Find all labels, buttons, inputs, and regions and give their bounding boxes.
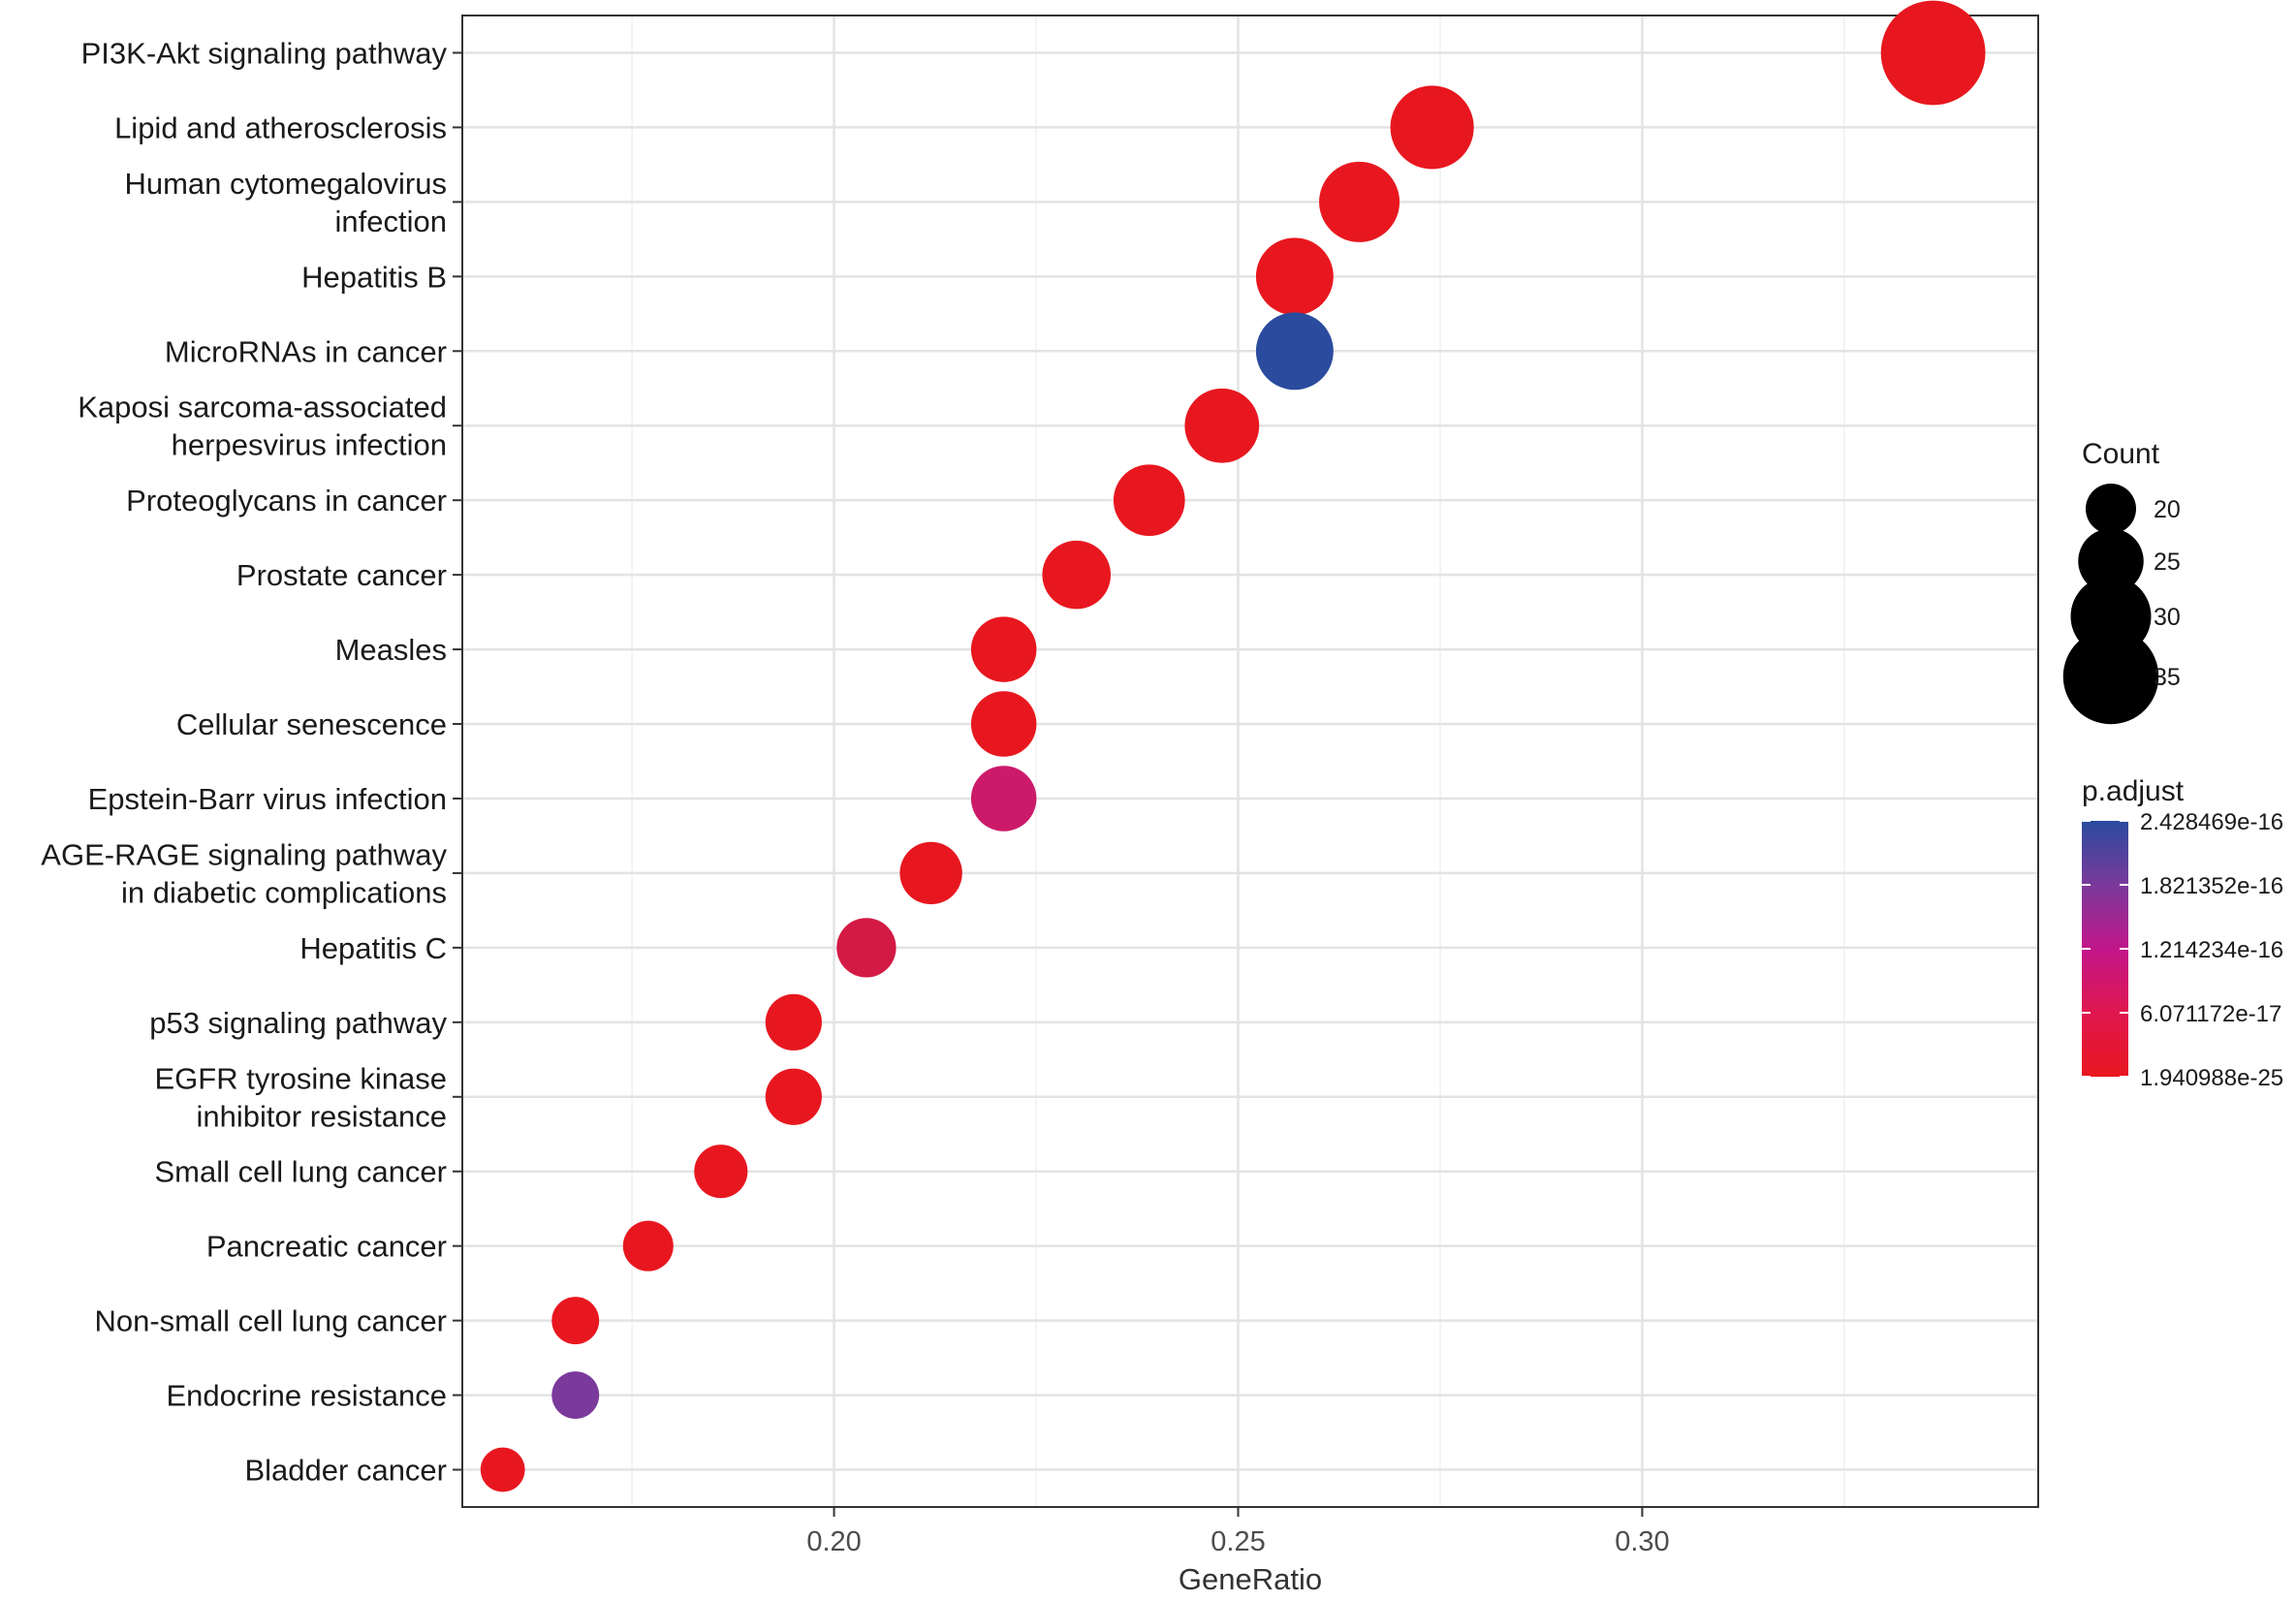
padjust-legend-title: p.adjust xyxy=(2082,775,2185,807)
padjust-legend-label: 1.940988e-25 xyxy=(2140,1065,2283,1091)
data-point xyxy=(1184,388,1260,463)
y-tick-label: in diabetic complications xyxy=(121,875,447,909)
data-point xyxy=(480,1447,525,1492)
y-tick-label: Small cell lung cancer xyxy=(154,1155,447,1189)
data-point xyxy=(836,918,896,978)
y-tick-label: Bladder cancer xyxy=(244,1454,447,1488)
y-axis-ticks xyxy=(453,51,462,1471)
data-point xyxy=(551,1297,600,1345)
y-axis-labels: PI3K-Akt signaling pathway Lipid and athe… xyxy=(41,36,447,1487)
count-legend-label: 25 xyxy=(2154,549,2181,576)
data-point xyxy=(1113,464,1185,537)
x-axis-tick-labels: 0.20 0.25 0.30 xyxy=(806,1526,1669,1557)
data-point xyxy=(970,766,1037,832)
y-tick-label: EGFR tyrosine kinase xyxy=(155,1061,448,1095)
x-tick-label: 0.25 xyxy=(1211,1526,1265,1557)
count-legend: Count 20 25 30 35 xyxy=(2062,438,2181,725)
data-point xyxy=(970,691,1037,757)
y-tick-label: Pancreatic cancer xyxy=(206,1230,447,1264)
y-tick-label: Measles xyxy=(335,633,447,667)
y-tick-label: Human cytomegalovirus xyxy=(124,167,447,201)
data-points xyxy=(480,0,1986,1492)
y-tick-label: infection xyxy=(335,204,447,238)
x-axis-title: GeneRatio xyxy=(1179,1562,1322,1596)
padjust-legend-label: 6.071172e-17 xyxy=(2140,1001,2281,1027)
count-legend-label: 35 xyxy=(2154,664,2181,691)
count-legend-label: 20 xyxy=(2154,496,2181,523)
x-tick-label: 0.20 xyxy=(806,1526,861,1557)
data-point xyxy=(1880,0,1986,106)
data-point xyxy=(1319,161,1400,242)
data-point xyxy=(622,1220,674,1271)
y-tick-label: herpesvirus infection xyxy=(172,428,447,462)
y-tick-label: AGE-RAGE signaling pathway xyxy=(41,837,447,871)
count-legend-key xyxy=(2078,528,2144,594)
data-point xyxy=(1255,237,1334,316)
panel-border xyxy=(461,15,2039,1508)
data-point xyxy=(694,1145,748,1199)
data-point xyxy=(899,841,962,905)
x-tick-label: 0.30 xyxy=(1615,1526,1669,1557)
y-tick-label: Hepatitis C xyxy=(299,931,447,965)
data-point xyxy=(970,616,1037,682)
count-legend-key xyxy=(2086,484,2136,534)
data-point xyxy=(765,1068,822,1125)
grid-layer xyxy=(462,16,2038,1507)
y-tick-label: Prostate cancer xyxy=(236,558,447,592)
y-tick-label: Endocrine resistance xyxy=(167,1379,448,1413)
y-tick-label: Proteoglycans in cancer xyxy=(126,484,447,518)
data-point xyxy=(1390,85,1474,170)
x-axis-ticks xyxy=(833,1507,1644,1517)
padjust-legend-label: 2.428469e-16 xyxy=(2140,809,2283,835)
data-point xyxy=(1255,312,1334,391)
padjust-legend-label: 1.821352e-16 xyxy=(2140,873,2283,899)
data-point xyxy=(551,1371,600,1420)
y-tick-label: Kaposi sarcoma-associated xyxy=(78,391,447,424)
data-point xyxy=(1042,540,1112,610)
y-tick-label: PI3K-Akt signaling pathway xyxy=(81,36,448,70)
y-tick-label: Cellular senescence xyxy=(176,707,447,741)
count-legend-label: 30 xyxy=(2154,604,2181,631)
y-tick-label: Non-small cell lung cancer xyxy=(94,1304,447,1338)
y-tick-label: inhibitor resistance xyxy=(197,1099,447,1133)
padjust-legend-label: 1.214234e-16 xyxy=(2140,937,2283,963)
y-tick-label: Epstein-Barr virus infection xyxy=(88,782,447,816)
y-tick-label: Hepatitis B xyxy=(301,260,447,294)
y-tick-label: MicroRNAs in cancer xyxy=(165,334,447,368)
y-tick-label: p53 signaling pathway xyxy=(149,1006,447,1040)
count-legend-key xyxy=(2062,628,2159,725)
y-tick-label: Lipid and atherosclerosis xyxy=(114,110,447,144)
data-point xyxy=(765,993,822,1051)
count-legend-title: Count xyxy=(2082,438,2160,470)
